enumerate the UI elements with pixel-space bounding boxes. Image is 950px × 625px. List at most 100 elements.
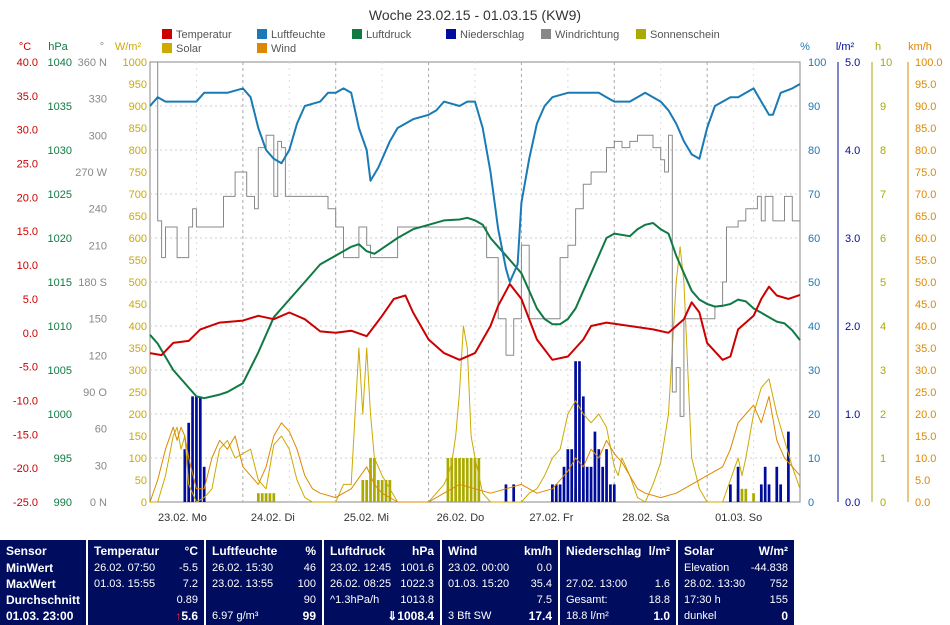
sonnenschein-bar	[264, 493, 268, 502]
niederschlag-bar	[187, 422, 191, 502]
sonnenschein-bar	[369, 458, 372, 502]
stat-solar-elev: -44.838	[750, 562, 788, 574]
stat-wind-bft: 3 Bft SW	[448, 610, 492, 622]
niederschlag-bar	[581, 396, 585, 502]
stat-panel-temperatur: Temperatur °C 26.02. 07:50 -5.5 01.03. 15:…	[88, 540, 206, 625]
axis-unit-sun: h	[875, 41, 881, 53]
stat-solar-max-val: 752	[769, 578, 788, 590]
y-tick-winddir: 90 O	[83, 387, 107, 399]
y-tick-sun: 10	[880, 57, 892, 69]
y-tick-wind: 5.0	[915, 475, 930, 487]
x-tick-label: 25.02. Mi	[344, 512, 389, 524]
y-tick-humidity: 80	[808, 145, 820, 157]
stat-wind-unit: km/h	[523, 544, 552, 558]
legend-label: Temperatur	[176, 29, 232, 41]
y-tick-pressure: 1010	[48, 321, 72, 333]
niederschlag-bar	[775, 466, 779, 502]
series-line-luftfeuchte	[149, 83, 801, 283]
y-tick-wind: 25.0	[915, 387, 936, 399]
legend-label: Sonnenschein	[650, 29, 720, 41]
y-tick-solar: 100	[129, 453, 147, 465]
legend-label: Luftdruck	[366, 29, 412, 41]
stat-wind-max-time: 01.03. 15:20	[448, 578, 510, 590]
x-tick-label: 28.02. Sa	[622, 512, 670, 524]
stat-solar-current: 0	[781, 609, 788, 623]
y-tick-solar: 600	[129, 233, 147, 245]
stat-row-current-label: 01.03. 23:00	[6, 609, 74, 623]
axis-unit-temp: °C	[19, 41, 31, 53]
y-tick-temp: -20.0	[13, 463, 38, 475]
sonnenschein-bar	[268, 493, 272, 502]
niederschlag-bar	[601, 466, 605, 502]
niederschlag-bar	[198, 396, 202, 502]
chart-title: Woche 23.02.15 - 01.03.15 (KW9)	[369, 7, 581, 23]
y-tick-wind: 80.0	[915, 145, 936, 157]
y-tick-sun: 1	[880, 453, 886, 465]
trend-up-icon: ↑	[175, 609, 182, 623]
y-tick-winddir: 150	[89, 314, 107, 326]
sonnenschein-bar	[388, 480, 392, 502]
y-tick-humidity: 50	[808, 277, 820, 289]
legend-swatch	[446, 29, 456, 39]
stat-rain-unit: l/m²	[648, 544, 670, 558]
y-tick-wind: 10.0	[915, 453, 936, 465]
y-tick-winddir: 330	[89, 94, 107, 106]
y-tick-solar: 900	[129, 101, 147, 113]
legend-label: Niederschlag	[460, 29, 524, 41]
niederschlag-bar	[558, 484, 562, 502]
y-tick-temp: 25.0	[17, 159, 38, 171]
niederschlag-bar	[512, 484, 516, 502]
niederschlag-bar	[195, 396, 198, 502]
y-tick-wind: 0.0	[915, 497, 930, 509]
niederschlag-bar	[202, 466, 206, 502]
y-tick-winddir: 120	[89, 350, 107, 362]
y-tick-pressure: 1005	[48, 365, 72, 377]
niederschlag-bar	[759, 484, 763, 502]
niederschlag-bar	[597, 449, 601, 502]
y-tick-sun: 5	[880, 277, 886, 289]
y-tick-wind: 60.0	[915, 233, 936, 245]
stat-wind-avg: 7.5	[536, 594, 552, 606]
legend-swatch	[162, 29, 172, 39]
series-line-wind	[149, 395, 801, 503]
y-tick-temp: 10.0	[17, 260, 38, 272]
stat-temp-max-time: 01.03. 15:55	[94, 578, 156, 590]
y-tick-winddir: 210	[89, 240, 107, 252]
stat-hum-current: 99	[302, 609, 316, 623]
niederschlag-bar	[779, 484, 783, 502]
y-tick-temp: 40.0	[17, 57, 38, 69]
y-tick-solar: 450	[129, 299, 147, 311]
y-tick-wind: 45.0	[915, 299, 936, 311]
sonnenschein-bar	[361, 480, 365, 502]
stat-rain-total-label: Gesamt:	[566, 594, 608, 606]
stat-sensor-header: Sensor	[6, 544, 47, 558]
sonnenschein-bar	[462, 458, 465, 502]
y-tick-pressure: 1040	[48, 57, 72, 69]
niederschlag-bar	[570, 449, 574, 502]
y-tick-solar: 0	[141, 497, 147, 509]
y-tick-solar: 400	[129, 321, 147, 333]
x-tick-label: 01.03. So	[715, 512, 762, 524]
niederschlag-bar	[585, 466, 589, 502]
niederschlag-bar	[504, 484, 508, 502]
niederschlag-bar	[554, 484, 558, 502]
y-tick-solar: 700	[129, 189, 147, 201]
stat-wind-header: Wind	[448, 544, 478, 558]
y-tick-temp: 30.0	[17, 125, 38, 137]
axis-unit-rain: l/m²	[836, 41, 855, 53]
stat-panel-solar: Solar W/m² Elevation -44.838 28.02. 13:30 7…	[678, 540, 796, 625]
niederschlag-bar	[574, 361, 577, 502]
sonnenschein-bar	[446, 458, 450, 502]
y-tick-humidity: 0	[808, 497, 814, 509]
stat-hum-min-val: 46	[303, 562, 316, 574]
stat-solar-sun-label: 17:30 h	[684, 594, 721, 606]
y-tick-sun: 7	[880, 189, 886, 201]
y-tick-temp: -25.0	[13, 497, 38, 509]
y-tick-humidity: 60	[808, 233, 820, 245]
trend-down-icon: ⇓	[387, 609, 398, 623]
sonnenschein-bar	[473, 458, 477, 502]
stat-wind-max-val: 35.4	[530, 578, 552, 590]
y-tick-pressure: 1020	[48, 233, 72, 245]
stat-temp-avg: 0.89	[176, 594, 198, 606]
